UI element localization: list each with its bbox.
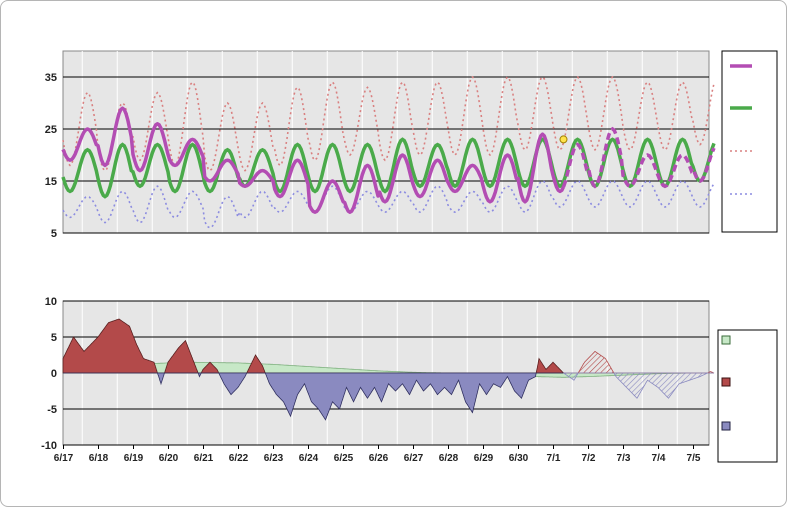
departure-ytick-label: -10 xyxy=(41,440,57,452)
x-tick-label: 6/30 xyxy=(509,453,529,464)
x-tick-label: 6/17 xyxy=(54,453,74,464)
x-tick-label: 6/28 xyxy=(439,453,459,464)
temperature-plot: 35 25 15 5 xyxy=(45,50,716,240)
record-high-line xyxy=(62,75,715,172)
departure-plot: 10 5 0 -5 -10 xyxy=(41,296,715,452)
departure-legend-box xyxy=(717,329,778,463)
forecast-temperature-line xyxy=(561,126,716,189)
current-reading-marker xyxy=(559,135,568,144)
temperature-ytick-label: 35 xyxy=(45,72,57,84)
legend-normal-departure-swatch xyxy=(721,335,731,345)
x-tick-label: 7/1 xyxy=(547,453,561,464)
date-axis: 6/17 6/18 6/19 6/20 6/21 6/22 6/23 6/24 6/25 6/26… xyxy=(54,445,701,464)
temperature-legend-box xyxy=(721,50,778,233)
x-tick-label: 7/3 xyxy=(617,453,631,464)
x-tick-label: 7/5 xyxy=(687,453,701,464)
x-tick-label: 6/23 xyxy=(264,453,284,464)
forecast-below-normal-area xyxy=(563,372,714,399)
x-tick-label: 6/27 xyxy=(404,453,424,464)
actual-temperature-line xyxy=(61,106,566,214)
x-tick-label: 6/26 xyxy=(369,453,389,464)
x-tick-label: 6/22 xyxy=(229,453,249,464)
x-tick-label: 6/24 xyxy=(299,453,319,464)
x-tick-label: 6/20 xyxy=(159,453,179,464)
temperature-ytick-label: 15 xyxy=(45,176,57,188)
temperature-legend xyxy=(721,50,778,233)
legend-below-normal-swatch xyxy=(721,421,731,431)
x-tick-label: 6/18 xyxy=(89,453,109,464)
temperature-ytick-label: 25 xyxy=(45,124,57,136)
below-normal-area xyxy=(63,372,564,421)
legend-above-normal-swatch xyxy=(721,377,731,387)
departure-legend xyxy=(717,329,778,463)
x-tick-label: 6/21 xyxy=(194,453,214,464)
x-tick-label: 6/19 xyxy=(124,453,144,464)
record-low-line xyxy=(62,180,715,229)
x-tick-label: 7/4 xyxy=(652,453,666,464)
departure-ytick-label: 0 xyxy=(51,368,57,380)
departure-ytick-label: 10 xyxy=(45,296,57,308)
x-tick-label: 6/29 xyxy=(474,453,494,464)
x-tick-label: 7/2 xyxy=(582,453,596,464)
temperature-ytick-label: 5 xyxy=(51,228,57,240)
departure-ytick-label: -5 xyxy=(47,404,57,416)
departure-ytick-label: 5 xyxy=(51,332,57,344)
x-tick-label: 6/25 xyxy=(334,453,354,464)
